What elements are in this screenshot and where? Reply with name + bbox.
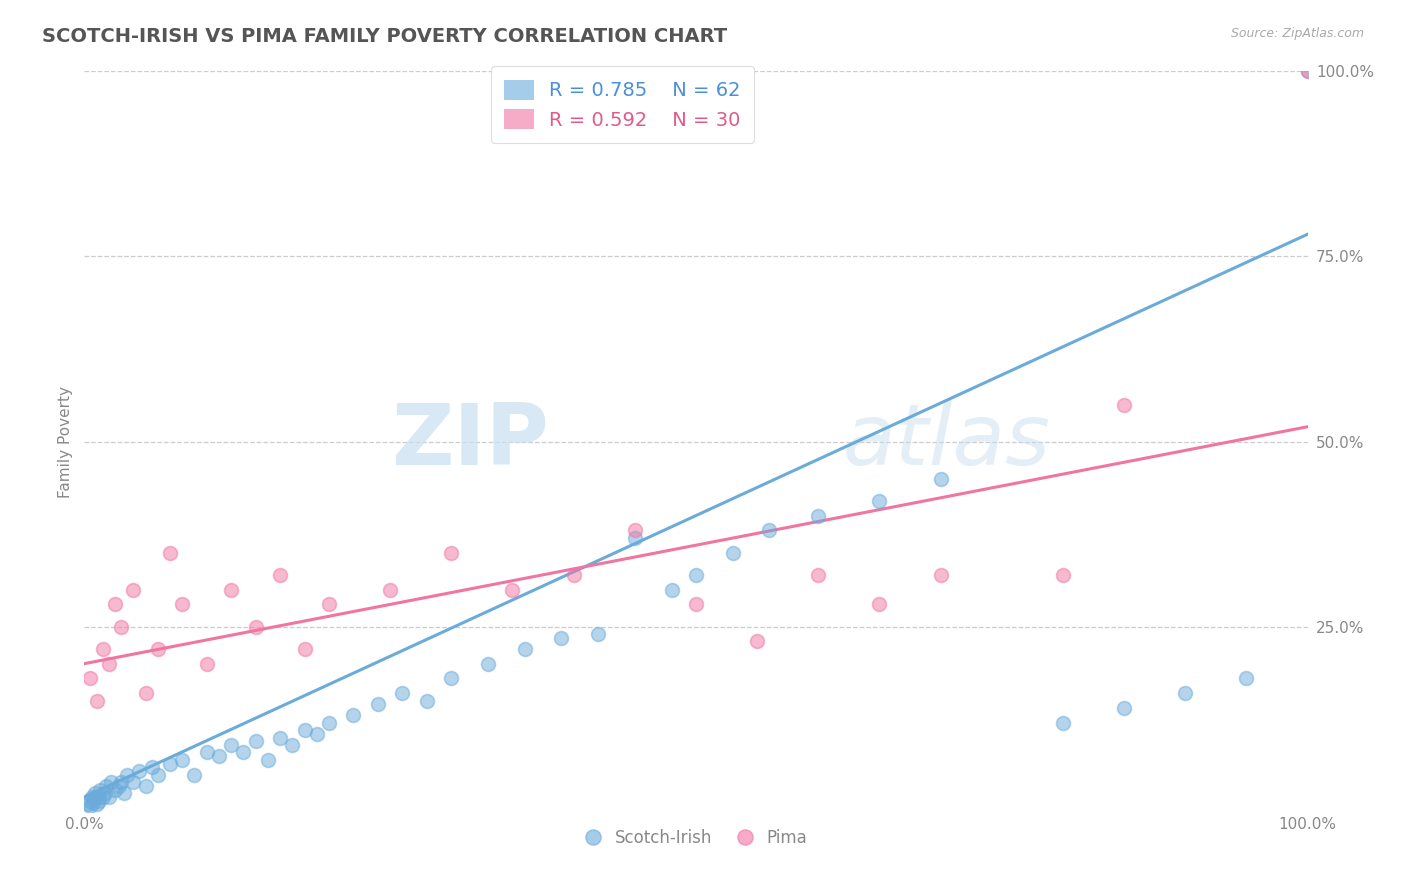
Point	[219, 738, 242, 752]
Point	[115, 767, 138, 781]
Point	[77, 794, 100, 808]
Point	[269, 567, 291, 582]
Point	[342, 708, 364, 723]
Point	[624, 524, 647, 538]
Point	[624, 531, 647, 545]
Point	[195, 657, 218, 671]
Point	[721, 546, 744, 560]
Point	[294, 723, 316, 738]
Point	[440, 672, 463, 686]
Point	[502, 582, 524, 597]
Point	[1236, 672, 1258, 686]
Point	[79, 798, 101, 813]
Point	[112, 786, 135, 800]
Point	[1114, 701, 1136, 715]
Point	[172, 753, 194, 767]
Point	[380, 582, 402, 597]
Point	[929, 567, 952, 582]
Point	[77, 797, 100, 812]
Point	[758, 524, 780, 538]
Point	[1052, 567, 1074, 582]
Point	[562, 567, 585, 582]
Point	[97, 789, 120, 804]
Point	[91, 641, 114, 656]
Point	[172, 598, 194, 612]
Point	[586, 627, 609, 641]
Point	[281, 738, 304, 752]
Point	[122, 775, 145, 789]
Point	[110, 775, 132, 789]
Point	[80, 789, 103, 804]
Point	[416, 694, 439, 708]
Point	[122, 582, 145, 597]
Point	[135, 779, 157, 793]
Point	[146, 641, 169, 656]
Point	[477, 657, 499, 671]
Point	[685, 567, 707, 582]
Point	[86, 797, 108, 812]
Point	[807, 508, 830, 523]
Point	[305, 727, 328, 741]
Point	[104, 598, 127, 612]
Point	[97, 657, 120, 671]
Legend: Scotch-Irish, Pima: Scotch-Irish, Pima	[576, 821, 815, 855]
Point	[440, 546, 463, 560]
Point	[219, 582, 242, 597]
Point	[1114, 398, 1136, 412]
Point	[110, 619, 132, 633]
Point	[550, 631, 572, 645]
Point	[183, 767, 205, 781]
Point	[1296, 64, 1319, 78]
Point	[94, 786, 117, 800]
Point	[79, 672, 101, 686]
Text: ZIP: ZIP	[391, 400, 550, 483]
Point	[269, 731, 291, 745]
Point	[318, 598, 340, 612]
Point	[929, 472, 952, 486]
Point	[96, 779, 118, 793]
Point	[107, 779, 129, 793]
Text: atlas: atlas	[842, 400, 1050, 483]
Point	[87, 789, 110, 804]
Point	[661, 582, 683, 597]
Point	[685, 598, 707, 612]
Point	[100, 775, 122, 789]
Point	[245, 619, 267, 633]
Point	[135, 686, 157, 700]
Point	[245, 734, 267, 748]
Point	[82, 796, 104, 810]
Point	[89, 782, 111, 797]
Point	[104, 782, 127, 797]
Point	[141, 760, 163, 774]
Point	[208, 749, 231, 764]
Point	[391, 686, 413, 700]
Point	[159, 546, 181, 560]
Point	[84, 786, 107, 800]
Point	[367, 698, 389, 712]
Point	[747, 634, 769, 648]
Text: SCOTCH-IRISH VS PIMA FAMILY POVERTY CORRELATION CHART: SCOTCH-IRISH VS PIMA FAMILY POVERTY CORR…	[42, 27, 727, 45]
Point	[91, 789, 114, 804]
Point	[1052, 715, 1074, 730]
Point	[807, 567, 830, 582]
Point	[318, 715, 340, 730]
Point	[513, 641, 536, 656]
Point	[83, 791, 105, 805]
Y-axis label: Family Poverty: Family Poverty	[58, 385, 73, 498]
Point	[86, 694, 108, 708]
Point	[146, 767, 169, 781]
Point	[1296, 64, 1319, 78]
Point	[232, 746, 254, 760]
Point	[869, 493, 891, 508]
Point	[294, 641, 316, 656]
Point	[195, 746, 218, 760]
Point	[128, 764, 150, 778]
Point	[87, 794, 110, 808]
Point	[1174, 686, 1197, 700]
Point	[159, 756, 181, 771]
Point	[257, 753, 280, 767]
Point	[869, 598, 891, 612]
Text: Source: ZipAtlas.com: Source: ZipAtlas.com	[1230, 27, 1364, 40]
